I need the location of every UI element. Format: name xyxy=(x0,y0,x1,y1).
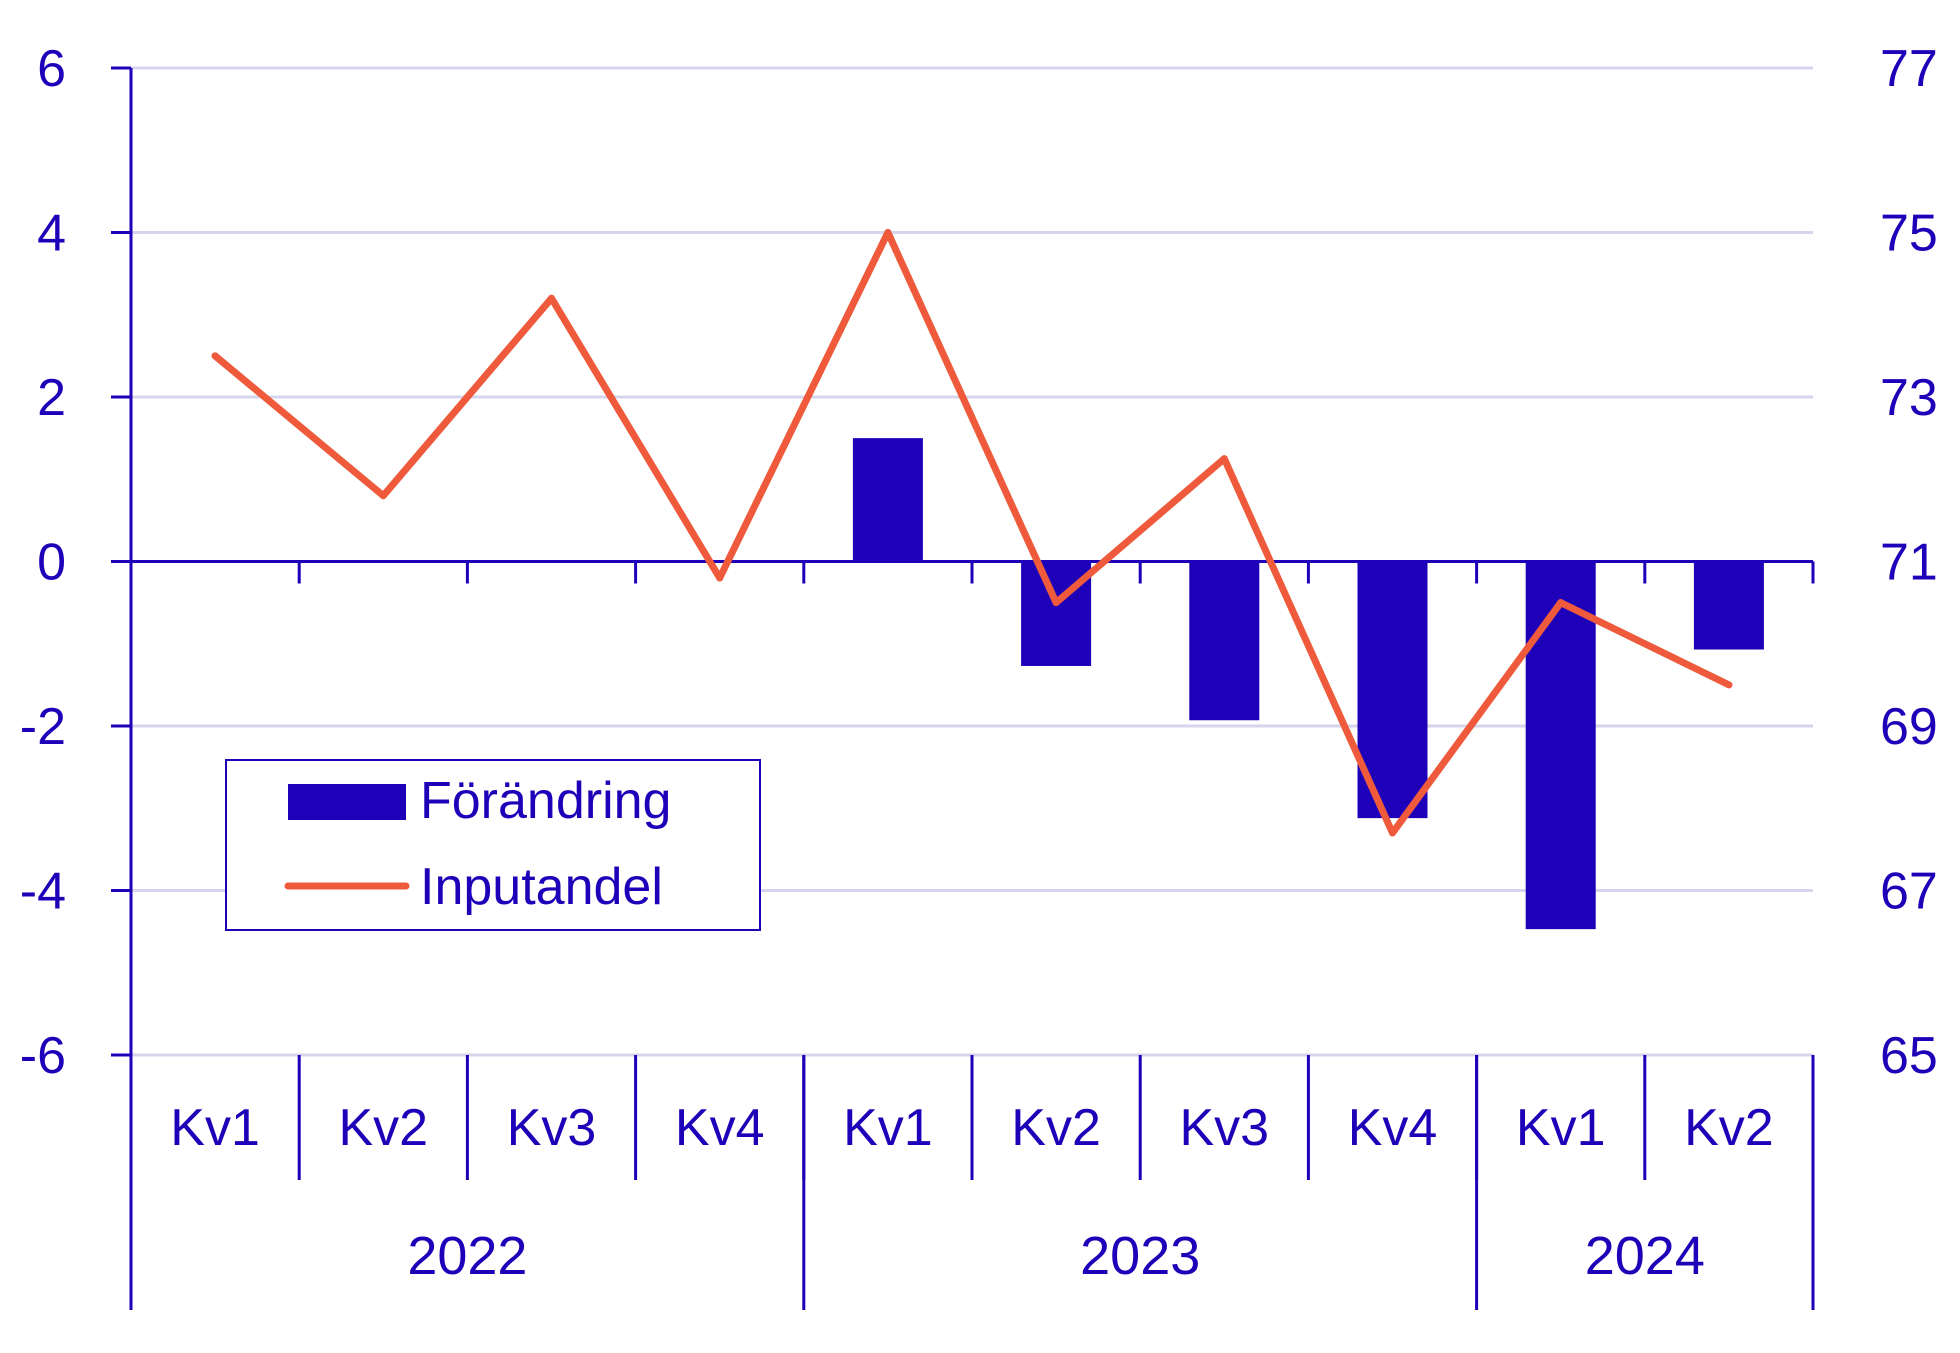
bar xyxy=(1693,561,1764,650)
bar xyxy=(852,438,923,562)
axis-labels: 6 4 2 0 -2 -4 -6 77 75 73 71 69 67 65 2022 2023 2024 Kv1 K… xyxy=(20,40,1938,1286)
right-axis-tick-label: 71 xyxy=(1880,534,1938,592)
category-label: Kv1 xyxy=(1516,1099,1606,1157)
line-point xyxy=(716,574,724,582)
category-label: Kv3 xyxy=(507,1099,597,1157)
line-series xyxy=(211,229,1733,837)
right-axis-tick-label: 75 xyxy=(1880,205,1938,263)
right-axis-tick-label: 65 xyxy=(1880,1027,1938,1085)
group-label: 2023 xyxy=(1080,1226,1200,1286)
bar xyxy=(1525,561,1596,930)
left-axis-tick-label: 6 xyxy=(37,40,66,98)
left-axis-tick-label: -2 xyxy=(20,698,66,756)
legend-bar-swatch xyxy=(288,784,406,820)
line-point xyxy=(884,229,892,236)
axes xyxy=(111,66,1815,1310)
category-label: Kv1 xyxy=(843,1099,933,1157)
group-label: 2022 xyxy=(407,1226,527,1286)
left-axis-tick-label: -4 xyxy=(20,863,66,921)
legend: Förändring Inputandel xyxy=(225,759,761,931)
line-point xyxy=(1220,455,1228,463)
left-axis-tick-label: 2 xyxy=(37,369,66,427)
series-line xyxy=(211,229,1733,837)
category-label: Kv4 xyxy=(1348,1099,1438,1157)
left-axis-tick-label: 4 xyxy=(37,205,66,263)
line-point xyxy=(1557,599,1565,607)
category-label: Kv1 xyxy=(170,1099,260,1157)
right-axis-tick-label: 77 xyxy=(1880,40,1938,98)
line-point xyxy=(1725,681,1733,689)
category-label: Kv3 xyxy=(1179,1099,1269,1157)
legend-label-bar: Förändring xyxy=(420,772,671,830)
left-axis-tick-label: 0 xyxy=(37,534,66,592)
bar xyxy=(1189,561,1260,721)
category-label: Kv4 xyxy=(675,1099,765,1157)
left-axis-tick-label: -6 xyxy=(20,1027,66,1085)
line-point xyxy=(379,492,387,500)
right-axis-tick-label: 67 xyxy=(1880,863,1938,921)
right-axis-tick-label: 73 xyxy=(1880,369,1938,427)
line-point xyxy=(211,352,219,360)
line-point xyxy=(1389,829,1396,837)
category-label: Kv2 xyxy=(338,1099,428,1157)
right-axis-tick-label: 69 xyxy=(1880,698,1938,756)
legend-label-line: Inputandel xyxy=(420,858,663,916)
category-label: Kv2 xyxy=(1684,1099,1774,1157)
line-point xyxy=(1052,599,1060,607)
bar-series xyxy=(852,438,1764,930)
group-label: 2024 xyxy=(1585,1226,1705,1286)
category-label: Kv2 xyxy=(1011,1099,1101,1157)
line-point xyxy=(548,294,555,302)
